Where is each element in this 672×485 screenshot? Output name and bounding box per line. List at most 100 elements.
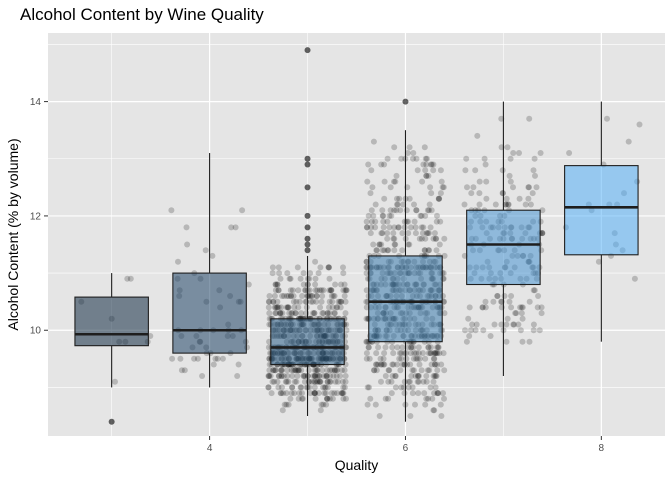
- jitter-point: [539, 230, 546, 237]
- jitter-point: [463, 338, 470, 345]
- jitter-point: [378, 161, 385, 168]
- jitter-point: [375, 344, 382, 351]
- jitter-point: [418, 367, 425, 374]
- jitter-point: [333, 373, 340, 379]
- jitter-point: [266, 367, 273, 374]
- jitter-point: [420, 161, 427, 168]
- jitter-point: [292, 367, 299, 374]
- jitter-point: [321, 384, 328, 391]
- jitter-point: [430, 167, 437, 174]
- jitter-point: [332, 281, 339, 288]
- jitter-point: [312, 390, 319, 397]
- jitter-point: [507, 178, 514, 185]
- jitter-point: [372, 361, 379, 368]
- jitter-point: [321, 390, 328, 397]
- jitter-point: [390, 235, 397, 242]
- jitter-point: [399, 344, 406, 351]
- jitter-point: [437, 167, 444, 174]
- jitter-point: [367, 395, 374, 402]
- jitter-point: [278, 367, 285, 374]
- jitter-point: [376, 413, 383, 419]
- jitter-point: [392, 241, 399, 248]
- jitter-point: [388, 390, 395, 397]
- jitter-point: [307, 270, 314, 277]
- jitter-point: [393, 207, 400, 214]
- jitter-point: [431, 407, 438, 414]
- jitter-point: [428, 350, 434, 357]
- jitter-point: [308, 298, 315, 305]
- jitter-point: [314, 287, 321, 294]
- jitter-point: [413, 350, 420, 357]
- jitter-point: [440, 390, 446, 397]
- jitter-point: [314, 367, 321, 374]
- box-q5: [270, 318, 345, 366]
- jitter-point: [396, 195, 403, 202]
- jitter-point: [466, 304, 473, 311]
- jitter-point: [376, 241, 383, 248]
- jitter-point: [411, 218, 418, 225]
- jitter-point: [427, 384, 434, 391]
- jitter-point: [432, 350, 439, 357]
- jitter-point: [385, 367, 392, 374]
- jitter-point: [365, 161, 372, 168]
- jitter-point: [328, 390, 335, 397]
- jitter-point: [327, 373, 334, 379]
- jitter-point: [513, 310, 520, 317]
- jitter-point: [334, 367, 341, 374]
- jitter-point: [437, 401, 444, 408]
- jitter-point: [405, 344, 412, 351]
- jitter-point: [363, 270, 370, 277]
- jitter-point: [315, 390, 322, 397]
- jitter-point: [422, 247, 428, 254]
- jitter-point: [328, 287, 335, 294]
- jitter-point: [278, 367, 285, 374]
- jitter-point: [343, 287, 350, 294]
- jitter-point: [293, 378, 300, 385]
- jitter-point: [313, 293, 320, 299]
- jitter-point: [338, 298, 344, 305]
- jitter-point: [324, 378, 331, 385]
- jitter-point: [476, 201, 483, 208]
- jitter-point: [400, 201, 407, 208]
- jitter-point: [406, 144, 413, 151]
- jitter-point: [338, 298, 345, 305]
- jitter-point: [288, 310, 295, 317]
- jitter-point: [433, 235, 440, 242]
- jitter-point: [364, 224, 371, 231]
- jitter-point: [425, 344, 432, 351]
- jitter-point: [436, 195, 443, 202]
- jitter-point: [480, 327, 487, 334]
- jitter-point: [441, 310, 448, 317]
- jitter-point: [281, 293, 287, 299]
- jitter-point: [312, 390, 319, 397]
- jitter-point: [391, 224, 398, 231]
- jitter-point: [318, 287, 325, 294]
- jitter-point: [430, 161, 437, 168]
- jitter-point: [284, 304, 291, 311]
- y-tick-label: 12: [30, 211, 42, 222]
- jitter-point: [526, 298, 533, 305]
- jitter-point: [503, 338, 510, 345]
- jitter-point: [409, 390, 416, 397]
- jitter-point: [390, 230, 397, 237]
- jitter-point: [298, 310, 305, 317]
- jitter-point: [295, 395, 302, 402]
- outlier-point: [304, 155, 311, 162]
- jitter-point: [279, 293, 286, 299]
- jitter-point: [386, 367, 393, 374]
- jitter-point: [432, 350, 439, 357]
- jitter-point: [342, 310, 349, 317]
- jitter-point: [323, 373, 330, 379]
- jitter-point: [338, 281, 344, 288]
- jitter-point: [530, 321, 537, 328]
- jitter-point: [410, 367, 417, 374]
- jitter-point: [406, 378, 413, 385]
- jitter-point: [416, 361, 423, 368]
- jitter-point: [311, 390, 318, 397]
- jitter-point: [329, 395, 336, 402]
- jitter-point: [364, 178, 371, 185]
- y-tick-label: 10: [30, 326, 42, 337]
- jitter-point: [503, 195, 510, 202]
- jitter-point: [422, 167, 429, 174]
- jitter-point: [466, 333, 473, 339]
